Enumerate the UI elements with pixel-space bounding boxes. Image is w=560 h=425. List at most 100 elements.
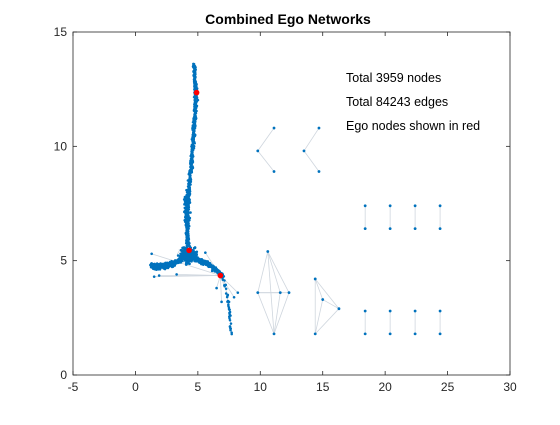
outlier-edge — [220, 276, 221, 302]
network-node — [160, 263, 163, 266]
network-node — [184, 211, 187, 214]
network-node — [279, 291, 282, 294]
network-node — [180, 249, 183, 252]
x-tick-label: -5 — [68, 380, 79, 394]
x-tick-label: 25 — [441, 380, 455, 394]
ego-node — [194, 90, 200, 96]
network-node — [182, 246, 185, 249]
network-node — [256, 291, 259, 294]
component-edge — [315, 279, 322, 300]
component-edge — [315, 300, 322, 334]
network-node — [194, 125, 197, 128]
network-node — [185, 226, 188, 229]
network-node — [439, 310, 442, 313]
network-node — [184, 220, 187, 223]
network-node — [273, 170, 276, 173]
network-node — [186, 205, 189, 208]
x-tick-label: 0 — [132, 380, 139, 394]
network-node — [189, 211, 192, 214]
y-tick-label: 5 — [60, 254, 67, 268]
network-node — [200, 260, 203, 263]
component-edge — [304, 128, 319, 151]
network-node — [228, 308, 231, 311]
network-node — [192, 257, 195, 260]
component-edge — [274, 293, 289, 334]
ego-node — [186, 248, 192, 254]
network-node — [273, 127, 276, 130]
network-node — [194, 247, 197, 250]
network-node — [190, 157, 193, 160]
network-node — [190, 163, 193, 166]
network-node — [227, 294, 230, 297]
network-node — [223, 284, 226, 287]
network-node — [229, 319, 232, 322]
network-node — [364, 204, 367, 207]
y-tick-label: 10 — [54, 139, 68, 153]
network-node — [177, 254, 180, 257]
network-node — [192, 71, 195, 74]
network-node — [206, 261, 209, 264]
network-node — [233, 296, 236, 299]
network-node — [318, 170, 321, 173]
network-node — [158, 274, 161, 277]
network-node — [414, 227, 417, 230]
network-node — [187, 236, 190, 239]
network-node — [225, 287, 228, 290]
y-tick-label: 15 — [54, 25, 68, 39]
network-node — [166, 263, 169, 266]
network-node — [338, 307, 341, 310]
network-node — [192, 146, 195, 149]
component-edge — [323, 300, 339, 309]
network-node — [186, 242, 189, 245]
network-node — [174, 262, 177, 265]
network-node — [188, 171, 191, 174]
network-node — [414, 332, 417, 335]
network-node — [160, 266, 163, 269]
network-node — [150, 253, 153, 256]
network-node — [389, 332, 392, 335]
network-node — [321, 298, 324, 301]
network-node — [184, 252, 187, 255]
network-node — [185, 232, 188, 235]
network-node — [414, 204, 417, 207]
network-node — [314, 332, 317, 335]
network-node — [185, 263, 188, 266]
network-node — [195, 112, 198, 115]
network-node — [194, 86, 197, 89]
network-node — [266, 250, 269, 253]
network-node — [188, 183, 191, 186]
network-node — [186, 208, 189, 211]
network-node — [212, 267, 215, 270]
network-node — [364, 227, 367, 230]
network-node — [188, 262, 191, 265]
network-node — [193, 68, 196, 71]
network-node — [181, 260, 184, 263]
ego-node — [218, 273, 224, 279]
x-tick-label: 30 — [503, 380, 517, 394]
network-node — [229, 327, 232, 330]
network-node — [207, 265, 210, 268]
x-tick-label: 10 — [254, 380, 268, 394]
network-node — [186, 234, 189, 237]
network-node — [187, 199, 190, 202]
network-node — [187, 222, 190, 225]
network-node — [226, 300, 229, 303]
annotation-total-nodes: Total 3959 nodes — [346, 71, 441, 85]
network-node — [314, 278, 317, 281]
edge-layer — [152, 128, 440, 334]
network-node — [230, 322, 233, 325]
network-node — [179, 252, 182, 255]
network-node — [189, 201, 192, 204]
network-node — [196, 250, 199, 253]
network-node — [192, 128, 195, 131]
network-node — [195, 82, 198, 85]
network-node — [194, 135, 197, 138]
network-node — [174, 264, 177, 267]
network-node — [184, 199, 187, 202]
network-node — [192, 117, 195, 120]
network-node — [188, 180, 191, 183]
network-node — [202, 264, 205, 267]
network-node — [194, 120, 197, 123]
